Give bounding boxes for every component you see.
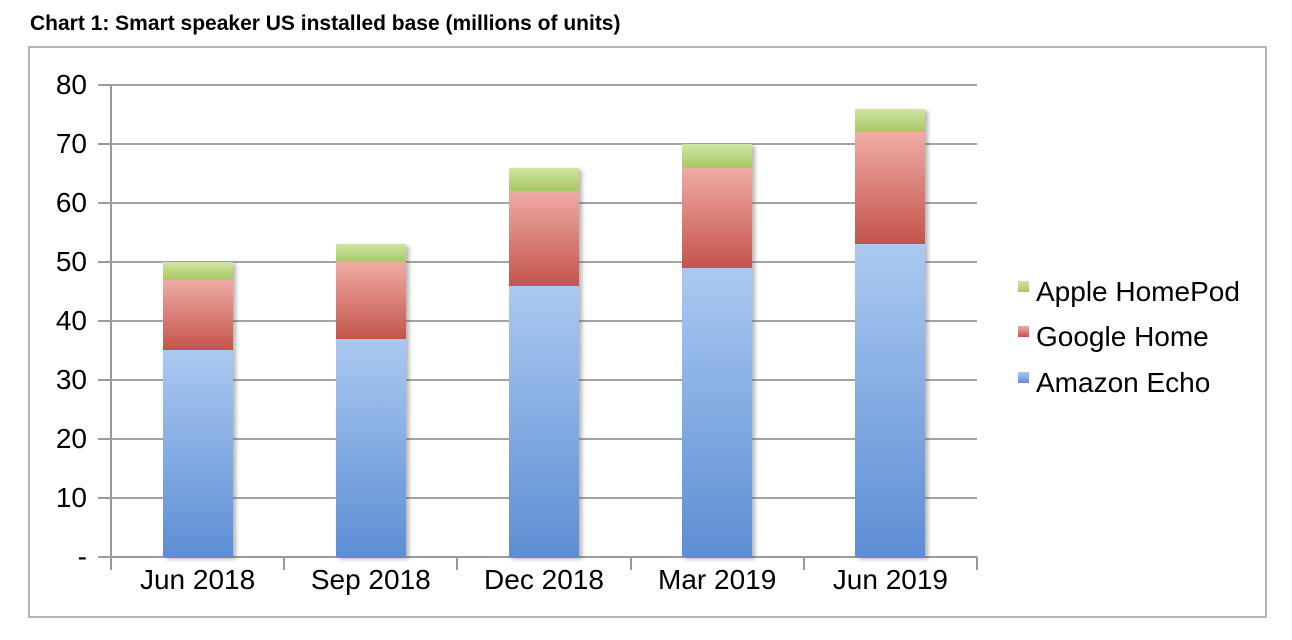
bar-segment-amazon-echo <box>162 350 233 557</box>
y-axis-label: 10 <box>55 482 87 513</box>
y-tick-60 <box>98 202 111 204</box>
x-tick-1 <box>283 557 286 570</box>
bar-segment-apple-homepod <box>335 244 406 262</box>
x-tick-4 <box>802 557 805 570</box>
y-axis-label: 40 <box>55 305 87 336</box>
x-tick-3 <box>629 557 632 570</box>
y-axis-label: 20 <box>55 423 87 454</box>
bar-segment-google-home <box>335 261 406 339</box>
y-tick-80 <box>98 84 111 86</box>
x-axis-label: Jun 2018 <box>139 564 256 595</box>
y-axis-label: 80 <box>55 69 87 100</box>
legend-item-apple-homepod: Apple HomePod <box>1018 276 1240 308</box>
y-axis-label: 70 <box>55 128 87 159</box>
x-axis-label: Sep 2018 <box>310 564 431 595</box>
y-tick-40 <box>98 320 111 322</box>
bar-segment-apple-homepod <box>682 144 753 168</box>
bar-segment-apple-homepod <box>509 167 579 192</box>
y-axis-label: 30 <box>55 364 87 395</box>
y-axis-label: - <box>77 541 87 572</box>
y-tick-20 <box>98 438 111 440</box>
x-tick-0 <box>110 557 112 570</box>
gridline-70 <box>111 143 977 145</box>
legend-item-amazon-echo: Amazon Echo <box>1018 367 1210 399</box>
x-tick-5 <box>976 557 978 570</box>
y-tick-0 <box>98 556 111 558</box>
legend-swatch-icon <box>1018 326 1029 337</box>
y-tick-10 <box>98 497 111 499</box>
x-tick-2 <box>456 557 459 570</box>
bar-stack-jun-2018 <box>162 262 233 557</box>
x-axis-label: Mar 2019 <box>658 564 777 595</box>
legend-swatch-icon <box>1018 372 1029 383</box>
gridline-80 <box>111 84 977 86</box>
bar-segment-google-home <box>855 132 926 245</box>
bar-segment-apple-homepod <box>855 108 926 133</box>
bar-stack-jun-2019 <box>855 108 926 557</box>
y-tick-30 <box>98 379 111 381</box>
bar-segment-amazon-echo <box>509 285 579 557</box>
legend-label: Amazon Echo <box>1036 367 1211 398</box>
legend-swatch-icon <box>1018 281 1029 292</box>
bar-stack-dec-2018 <box>509 167 579 557</box>
chart-box: - 10 20 30 40 50 60 70 80 Jun 2018 Sep 2018 Dec 201… <box>28 46 1267 618</box>
bar-segment-google-home <box>509 191 579 286</box>
legend-label: Apple HomePod <box>1036 276 1240 307</box>
y-axis-line <box>110 85 112 557</box>
bar-segment-google-home <box>682 167 753 268</box>
bar-stack-sep-2018 <box>335 244 406 557</box>
legend-label: Google Home <box>1036 321 1209 352</box>
y-tick-50 <box>98 261 111 263</box>
bar-segment-amazon-echo <box>682 267 753 557</box>
y-axis-label: 60 <box>55 187 87 218</box>
bar-stack-mar-2019 <box>682 144 753 557</box>
y-tick-70 <box>98 143 111 145</box>
x-axis-label: Dec 2018 <box>484 564 604 595</box>
bar-segment-google-home <box>162 279 233 351</box>
bar-segment-amazon-echo <box>335 338 406 557</box>
chart-title: Chart 1: Smart speaker US installed base… <box>30 12 621 35</box>
x-axis-line <box>111 556 977 558</box>
x-axis-label: Jun 2019 <box>832 564 948 595</box>
bar-segment-apple-homepod <box>162 262 233 280</box>
bar-segment-amazon-echo <box>855 244 926 557</box>
legend-item-google-home: Google Home <box>1018 321 1209 353</box>
y-axis-label: 50 <box>55 246 87 277</box>
